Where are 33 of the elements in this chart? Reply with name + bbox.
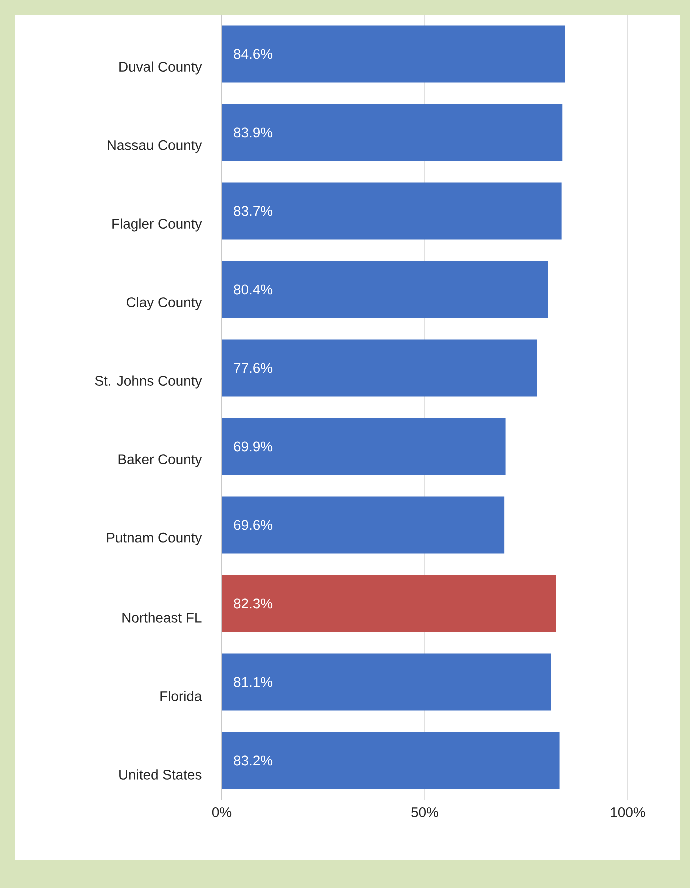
y-tick-label: Northeast FL <box>122 612 202 623</box>
bar <box>222 182 562 240</box>
y-tick-label: United States <box>120 770 202 780</box>
data-label: 69.6% <box>234 520 273 530</box>
y-tick-label: Putnam County <box>107 532 202 546</box>
bar <box>222 418 506 476</box>
data-label: 69.9% <box>234 442 273 452</box>
data-label: 80.4% <box>234 284 273 295</box>
y-tick-label: Florida <box>160 691 202 702</box>
data-label: 84.6% <box>234 49 273 60</box>
y-tick-label: Clay County <box>126 297 202 310</box>
data-label: 83.7% <box>234 206 273 216</box>
y-tick-label: Duval County <box>120 62 202 75</box>
bar <box>222 104 563 162</box>
data-label: 83.2% <box>234 756 273 766</box>
x-tick-label: 50% <box>412 808 438 818</box>
bar <box>222 575 556 632</box>
data-label: 81.1% <box>234 677 273 688</box>
bar <box>222 340 538 397</box>
x-tick-label: 100% <box>611 808 646 818</box>
bar <box>222 732 560 790</box>
bar <box>222 496 505 554</box>
bar <box>222 654 552 711</box>
bar <box>222 261 548 318</box>
y-tick-label: Nassau County <box>108 140 202 154</box>
y-tick-label: Flagler County <box>112 218 202 232</box>
data-label: 77.6% <box>234 363 273 374</box>
data-label: 83.9% <box>234 128 273 138</box>
y-tick-label: Baker County <box>118 454 202 468</box>
x-tick-label: 0% <box>212 808 232 818</box>
y-tick-label: St. Johns County <box>95 376 202 389</box>
bar <box>222 26 566 83</box>
data-label: 82.3% <box>234 598 273 609</box>
